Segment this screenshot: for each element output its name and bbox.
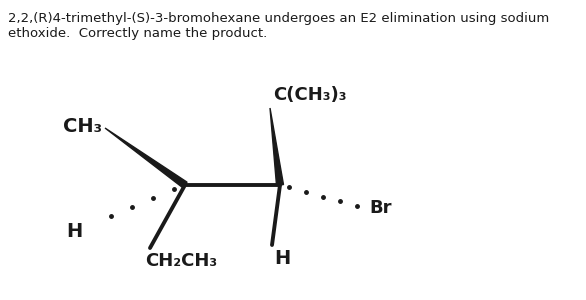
Text: C(CH₃)₃: C(CH₃)₃ — [273, 86, 346, 104]
Text: Br: Br — [369, 199, 391, 217]
Polygon shape — [270, 108, 284, 185]
Polygon shape — [105, 128, 187, 188]
Text: 2,2,(R)4-trimethyl-(S)-3-bromohexane undergoes an E2 elimination using sodium: 2,2,(R)4-trimethyl-(S)-3-bromohexane und… — [8, 12, 549, 25]
Text: H: H — [66, 222, 82, 241]
Text: CH₃: CH₃ — [63, 116, 102, 136]
Text: H: H — [274, 249, 290, 268]
Text: ethoxide.  Correctly name the product.: ethoxide. Correctly name the product. — [8, 27, 267, 40]
Text: CH₂CH₃: CH₂CH₃ — [145, 252, 217, 270]
